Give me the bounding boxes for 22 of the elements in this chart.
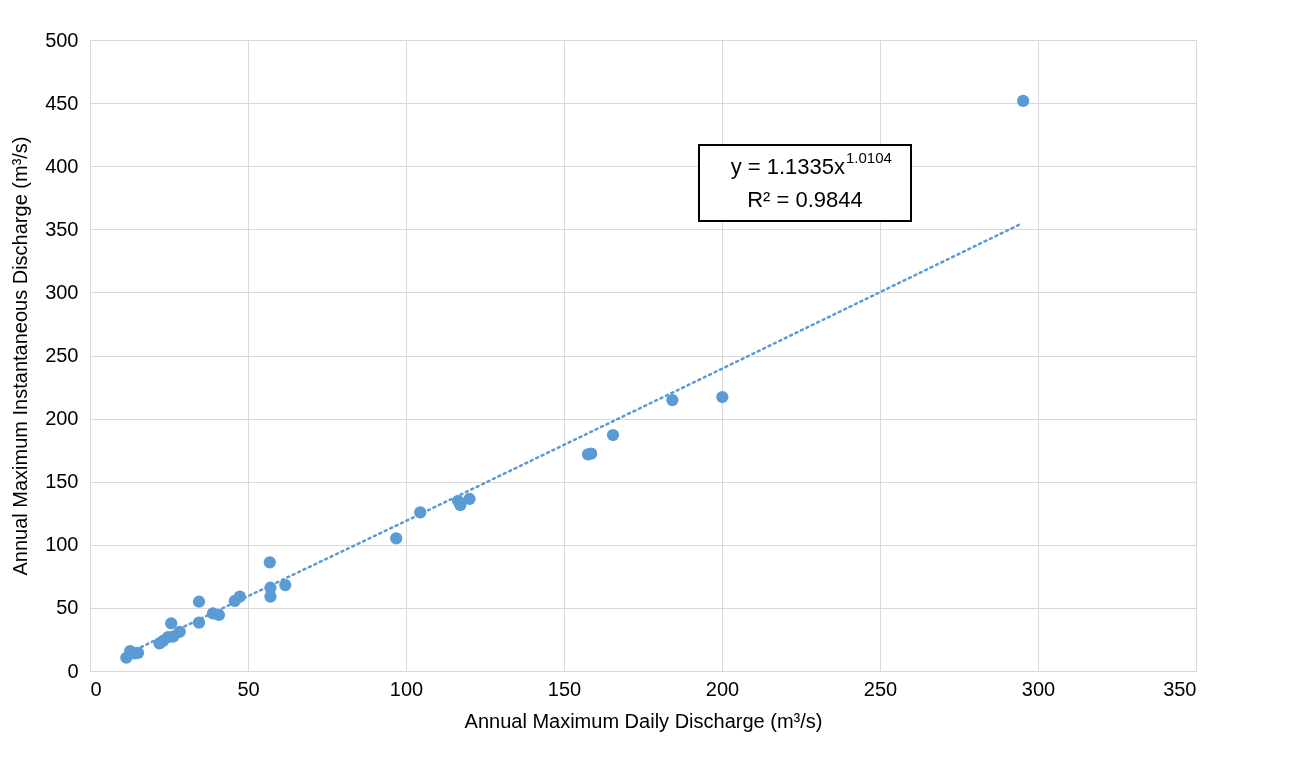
y-tick-label: 300 bbox=[45, 280, 79, 303]
x-tick-label: 200 bbox=[705, 677, 740, 700]
annotation: R² = 0.9844 bbox=[747, 187, 863, 212]
y-tick-label: 50 bbox=[56, 596, 79, 619]
x-tick-label: 250 bbox=[863, 677, 898, 700]
y-tick-label: 0 bbox=[67, 659, 79, 682]
y-tick-label: 200 bbox=[45, 407, 79, 430]
y-tick-label: 150 bbox=[45, 470, 79, 493]
x-axis-title: Annual Maximum Daily Discharge (m³/s) bbox=[464, 709, 823, 732]
y-axis-title: Annual Maximum Instantaneous Discharge (m³/s) bbox=[9, 136, 32, 576]
x-tick-label: 100 bbox=[389, 677, 424, 700]
x-tick-label: 0 bbox=[90, 677, 102, 700]
y-tick-label: 400 bbox=[45, 154, 79, 177]
x-tick-label: 150 bbox=[547, 677, 582, 700]
x-tick-label: 350 bbox=[1163, 677, 1197, 700]
y-tick-label: 500 bbox=[45, 28, 79, 51]
y-tick-label: 450 bbox=[45, 91, 79, 114]
x-tick-label: 300 bbox=[1021, 677, 1056, 700]
y-tick-label: 100 bbox=[45, 533, 79, 556]
y-tick-label: 350 bbox=[45, 217, 79, 240]
y-tick-label: 250 bbox=[45, 344, 79, 366]
x-tick-label: 50 bbox=[237, 677, 260, 700]
